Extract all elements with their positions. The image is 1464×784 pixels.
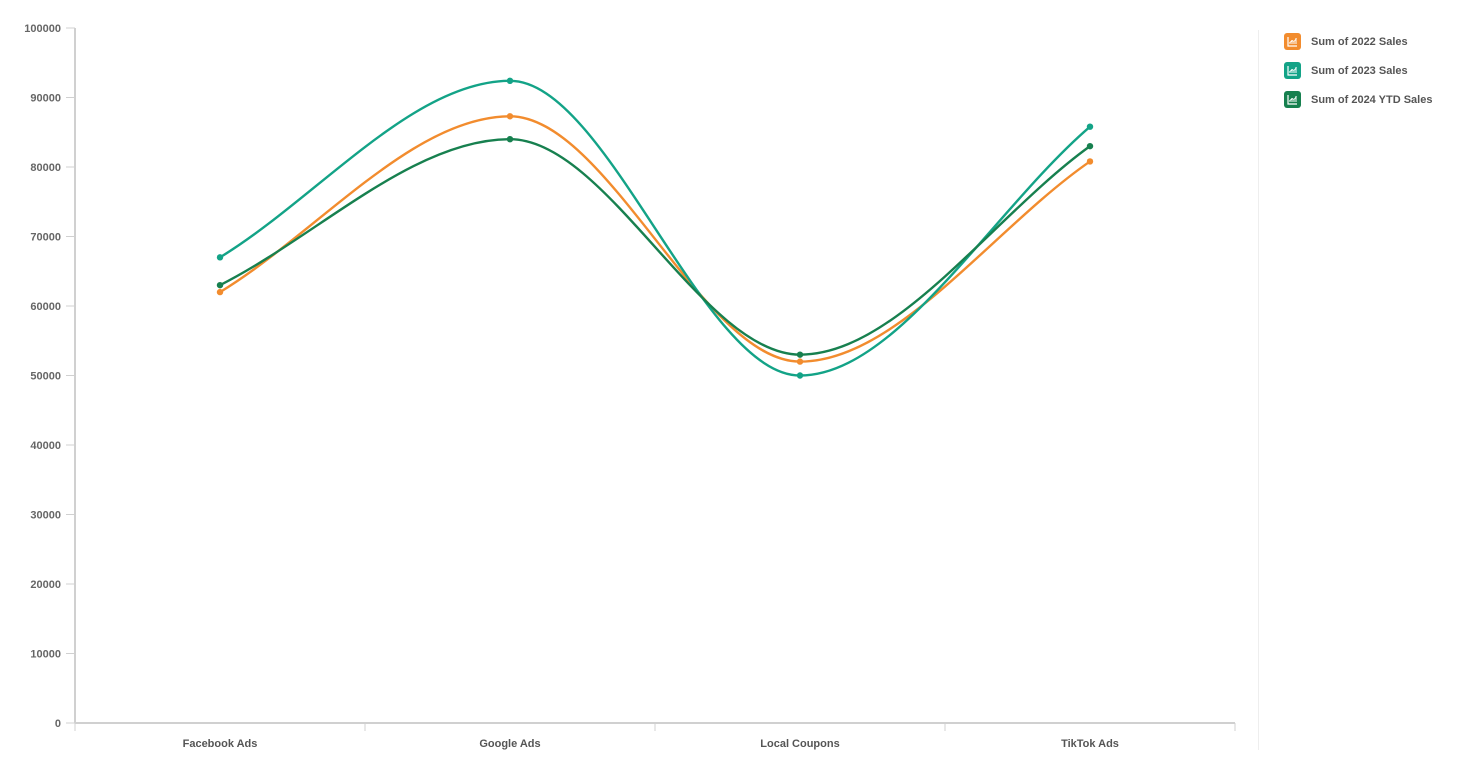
x-tick-label: Facebook Ads — [183, 738, 258, 750]
y-tick-label: 100000 — [24, 23, 61, 35]
y-axis: 0 10000 20000 30000 40000 50000 60000 70000 8000… — [24, 23, 76, 730]
y-tick-label: 80000 — [30, 162, 61, 174]
line-chart-icon — [1284, 62, 1301, 79]
series-line — [219, 137, 1091, 356]
line-chart-icon — [1284, 91, 1301, 108]
series-0 — [216, 113, 1094, 365]
series-line — [219, 115, 1091, 363]
data-point[interactable] — [216, 281, 224, 289]
legend-label: Sum of 2022 Sales — [1311, 35, 1408, 48]
y-tick-label: 50000 — [30, 371, 61, 383]
legend: Sum of 2022 Sales Sum of 2023 Sales Sum … — [1284, 27, 1432, 114]
y-tick-label: 60000 — [30, 301, 61, 313]
y-tick-label: 40000 — [30, 440, 61, 452]
data-point[interactable] — [1086, 123, 1094, 130]
data-point[interactable] — [796, 372, 804, 379]
legend-item-2022[interactable]: Sum of 2022 Sales — [1284, 27, 1432, 56]
data-point[interactable] — [506, 136, 514, 143]
y-tick-label: 90000 — [30, 93, 61, 105]
y-tick-label: 0 — [55, 718, 61, 730]
y-tick-label: 30000 — [30, 510, 61, 522]
data-point[interactable] — [1086, 158, 1094, 165]
legend-divider — [1258, 30, 1259, 750]
data-point[interactable] — [1086, 142, 1094, 150]
data-point[interactable] — [506, 113, 514, 120]
series-lines — [216, 77, 1094, 379]
series-line — [219, 79, 1091, 377]
x-tick-label: Google Ads — [479, 738, 540, 750]
line-chart-icon — [1284, 33, 1301, 50]
data-point[interactable] — [796, 358, 804, 365]
legend-label: Sum of 2023 Sales — [1311, 64, 1408, 77]
data-point[interactable] — [506, 77, 514, 85]
x-tick-label: Local Coupons — [760, 738, 839, 750]
data-point[interactable] — [796, 351, 804, 358]
series-2 — [216, 136, 1094, 358]
legend-item-2024-ytd[interactable]: Sum of 2024 YTD Sales — [1284, 85, 1432, 114]
x-tick-label: TikTok Ads — [1061, 738, 1119, 750]
series-1 — [216, 77, 1094, 379]
data-point[interactable] — [216, 254, 224, 261]
legend-label: Sum of 2024 YTD Sales — [1311, 93, 1433, 106]
y-tick-label: 10000 — [30, 649, 61, 661]
data-point[interactable] — [216, 288, 224, 296]
y-tick-label: 70000 — [30, 232, 61, 244]
x-axis: Facebook Ads Google Ads Local Coupons TikTo… — [74, 722, 1236, 750]
legend-item-2023[interactable]: Sum of 2023 Sales — [1284, 56, 1432, 85]
y-tick-label: 20000 — [30, 579, 61, 591]
